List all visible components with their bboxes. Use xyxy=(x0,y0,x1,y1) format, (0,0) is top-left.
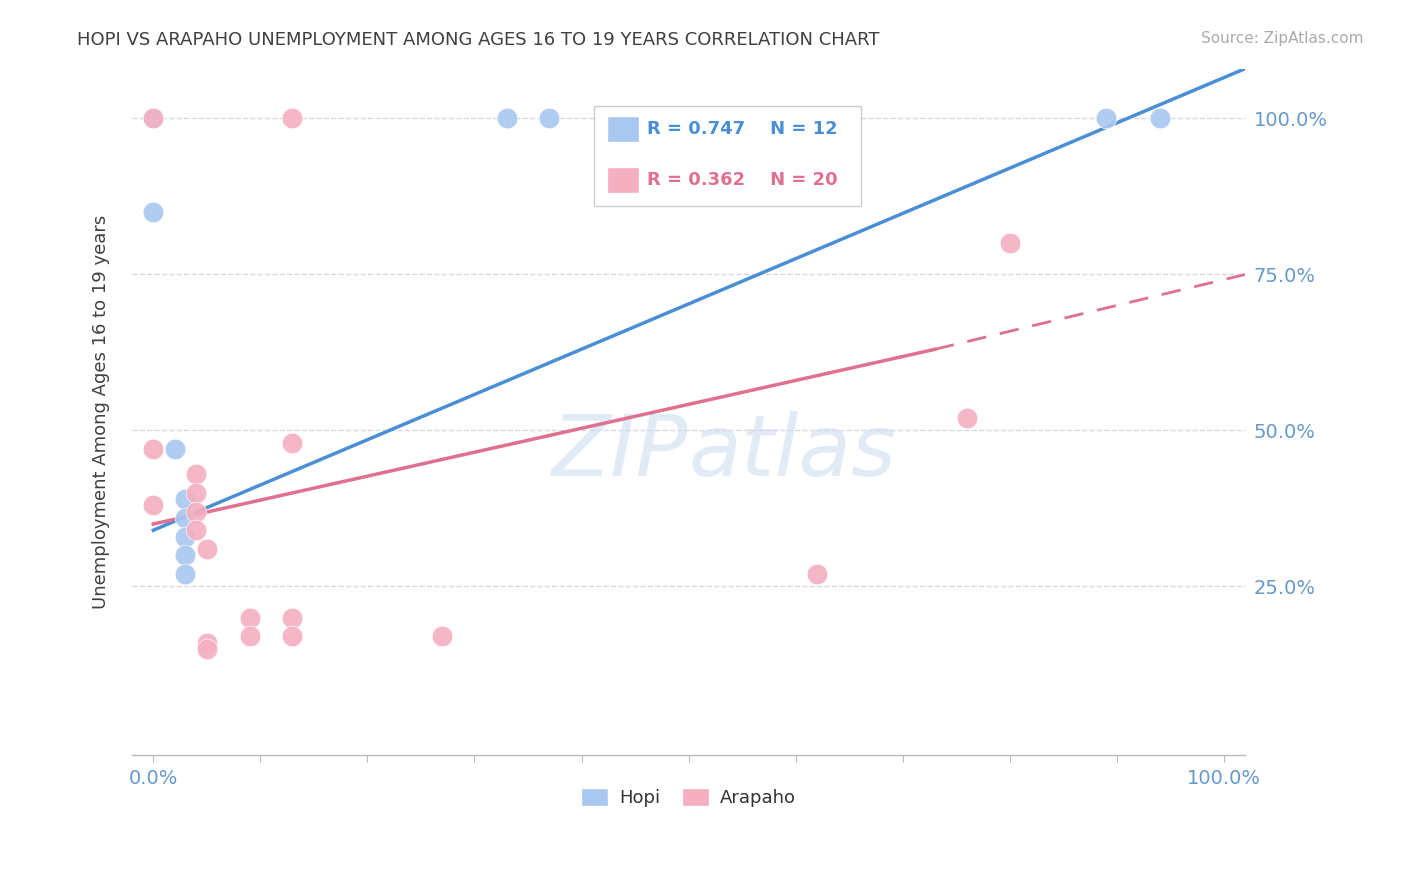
Point xyxy=(195,635,218,649)
Point xyxy=(806,566,828,581)
Point xyxy=(239,629,262,643)
Point xyxy=(538,112,561,126)
Point xyxy=(174,510,197,524)
Point xyxy=(174,566,197,581)
Point xyxy=(174,491,197,506)
Point xyxy=(195,541,218,556)
Point xyxy=(163,442,186,457)
Point xyxy=(184,485,207,500)
Point xyxy=(1149,112,1171,126)
Text: atlas: atlas xyxy=(689,411,897,494)
Point xyxy=(281,436,304,450)
Point xyxy=(142,112,165,126)
Point xyxy=(998,236,1021,251)
Point xyxy=(195,641,218,656)
Legend: Hopi, Arapaho: Hopi, Arapaho xyxy=(574,780,803,814)
Point xyxy=(184,523,207,537)
FancyBboxPatch shape xyxy=(593,106,862,206)
Text: Source: ZipAtlas.com: Source: ZipAtlas.com xyxy=(1201,31,1364,46)
Y-axis label: Unemployment Among Ages 16 to 19 years: Unemployment Among Ages 16 to 19 years xyxy=(93,215,110,609)
Point xyxy=(281,629,304,643)
Text: R = 0.747    N = 12: R = 0.747 N = 12 xyxy=(647,120,838,138)
Point xyxy=(142,112,165,126)
Point xyxy=(174,529,197,543)
Point xyxy=(142,498,165,512)
Text: ZIP: ZIP xyxy=(553,411,689,494)
Point xyxy=(174,548,197,562)
Point xyxy=(184,504,207,518)
Point xyxy=(142,442,165,457)
Text: R = 0.362    N = 20: R = 0.362 N = 20 xyxy=(647,171,838,189)
Point xyxy=(1095,112,1118,126)
FancyBboxPatch shape xyxy=(607,168,638,194)
FancyBboxPatch shape xyxy=(607,116,638,142)
Point xyxy=(432,629,454,643)
Point xyxy=(142,205,165,219)
Point xyxy=(956,411,979,425)
Point xyxy=(281,112,304,126)
Point xyxy=(239,610,262,624)
Point xyxy=(495,112,517,126)
Point xyxy=(184,467,207,482)
Point xyxy=(281,610,304,624)
Text: HOPI VS ARAPAHO UNEMPLOYMENT AMONG AGES 16 TO 19 YEARS CORRELATION CHART: HOPI VS ARAPAHO UNEMPLOYMENT AMONG AGES … xyxy=(77,31,880,49)
